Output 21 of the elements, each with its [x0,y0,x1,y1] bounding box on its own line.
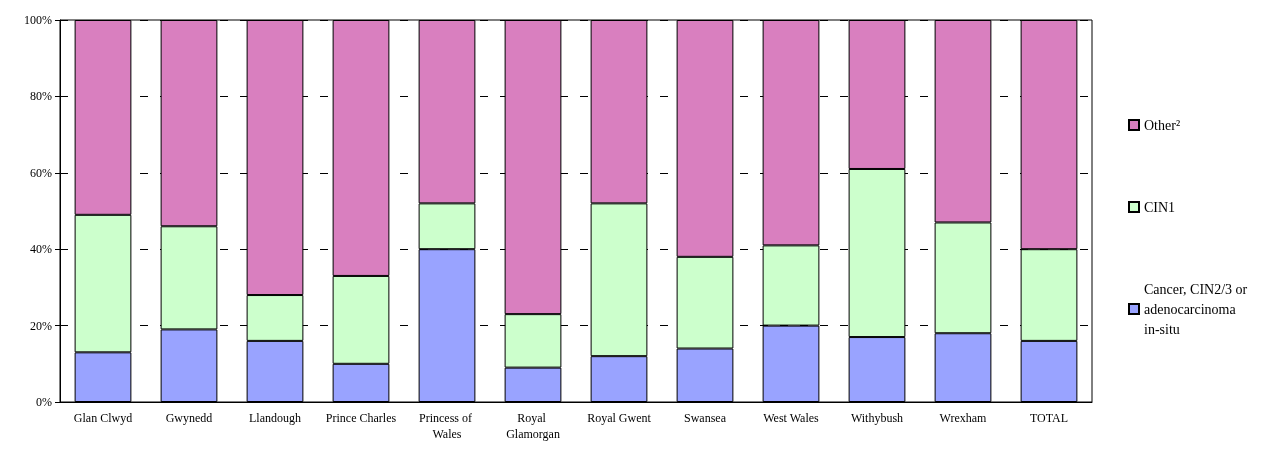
y-tick-label: 20% [30,318,52,333]
x-tick-label: Prince Charles [325,411,397,425]
x-tick-label: Wrexham [939,411,988,425]
legend-label: Cancer, CIN2/3 or adenocarcinoma in-situ [1144,281,1251,337]
legend-label: CIN1 [1144,199,1176,215]
x-tick-label: TOTAL [1029,411,1069,425]
x-tick-label: Royal Gwent [587,411,652,425]
x-tick-label: Princess of Wales [419,411,475,441]
x-tick-label: Gwynedd [165,411,213,425]
y-tick-label: 40% [30,242,52,257]
x-tick-label: Swansea [684,411,727,425]
x-tick-label: Llandough [249,411,301,425]
y-tick-label: 0% [36,395,52,409]
y-tick-label: 100% [24,13,52,27]
y-tick-label: 60% [30,165,52,180]
x-tick-label: Withybush [850,411,904,425]
x-tick-label: Glan Clwyd [73,411,133,425]
legend-label: Other² [1144,117,1181,133]
x-tick-label: West Wales [763,411,820,425]
y-tick-label: 80% [30,89,52,104]
x-tick-label: Royal Glamorgan [506,411,560,441]
